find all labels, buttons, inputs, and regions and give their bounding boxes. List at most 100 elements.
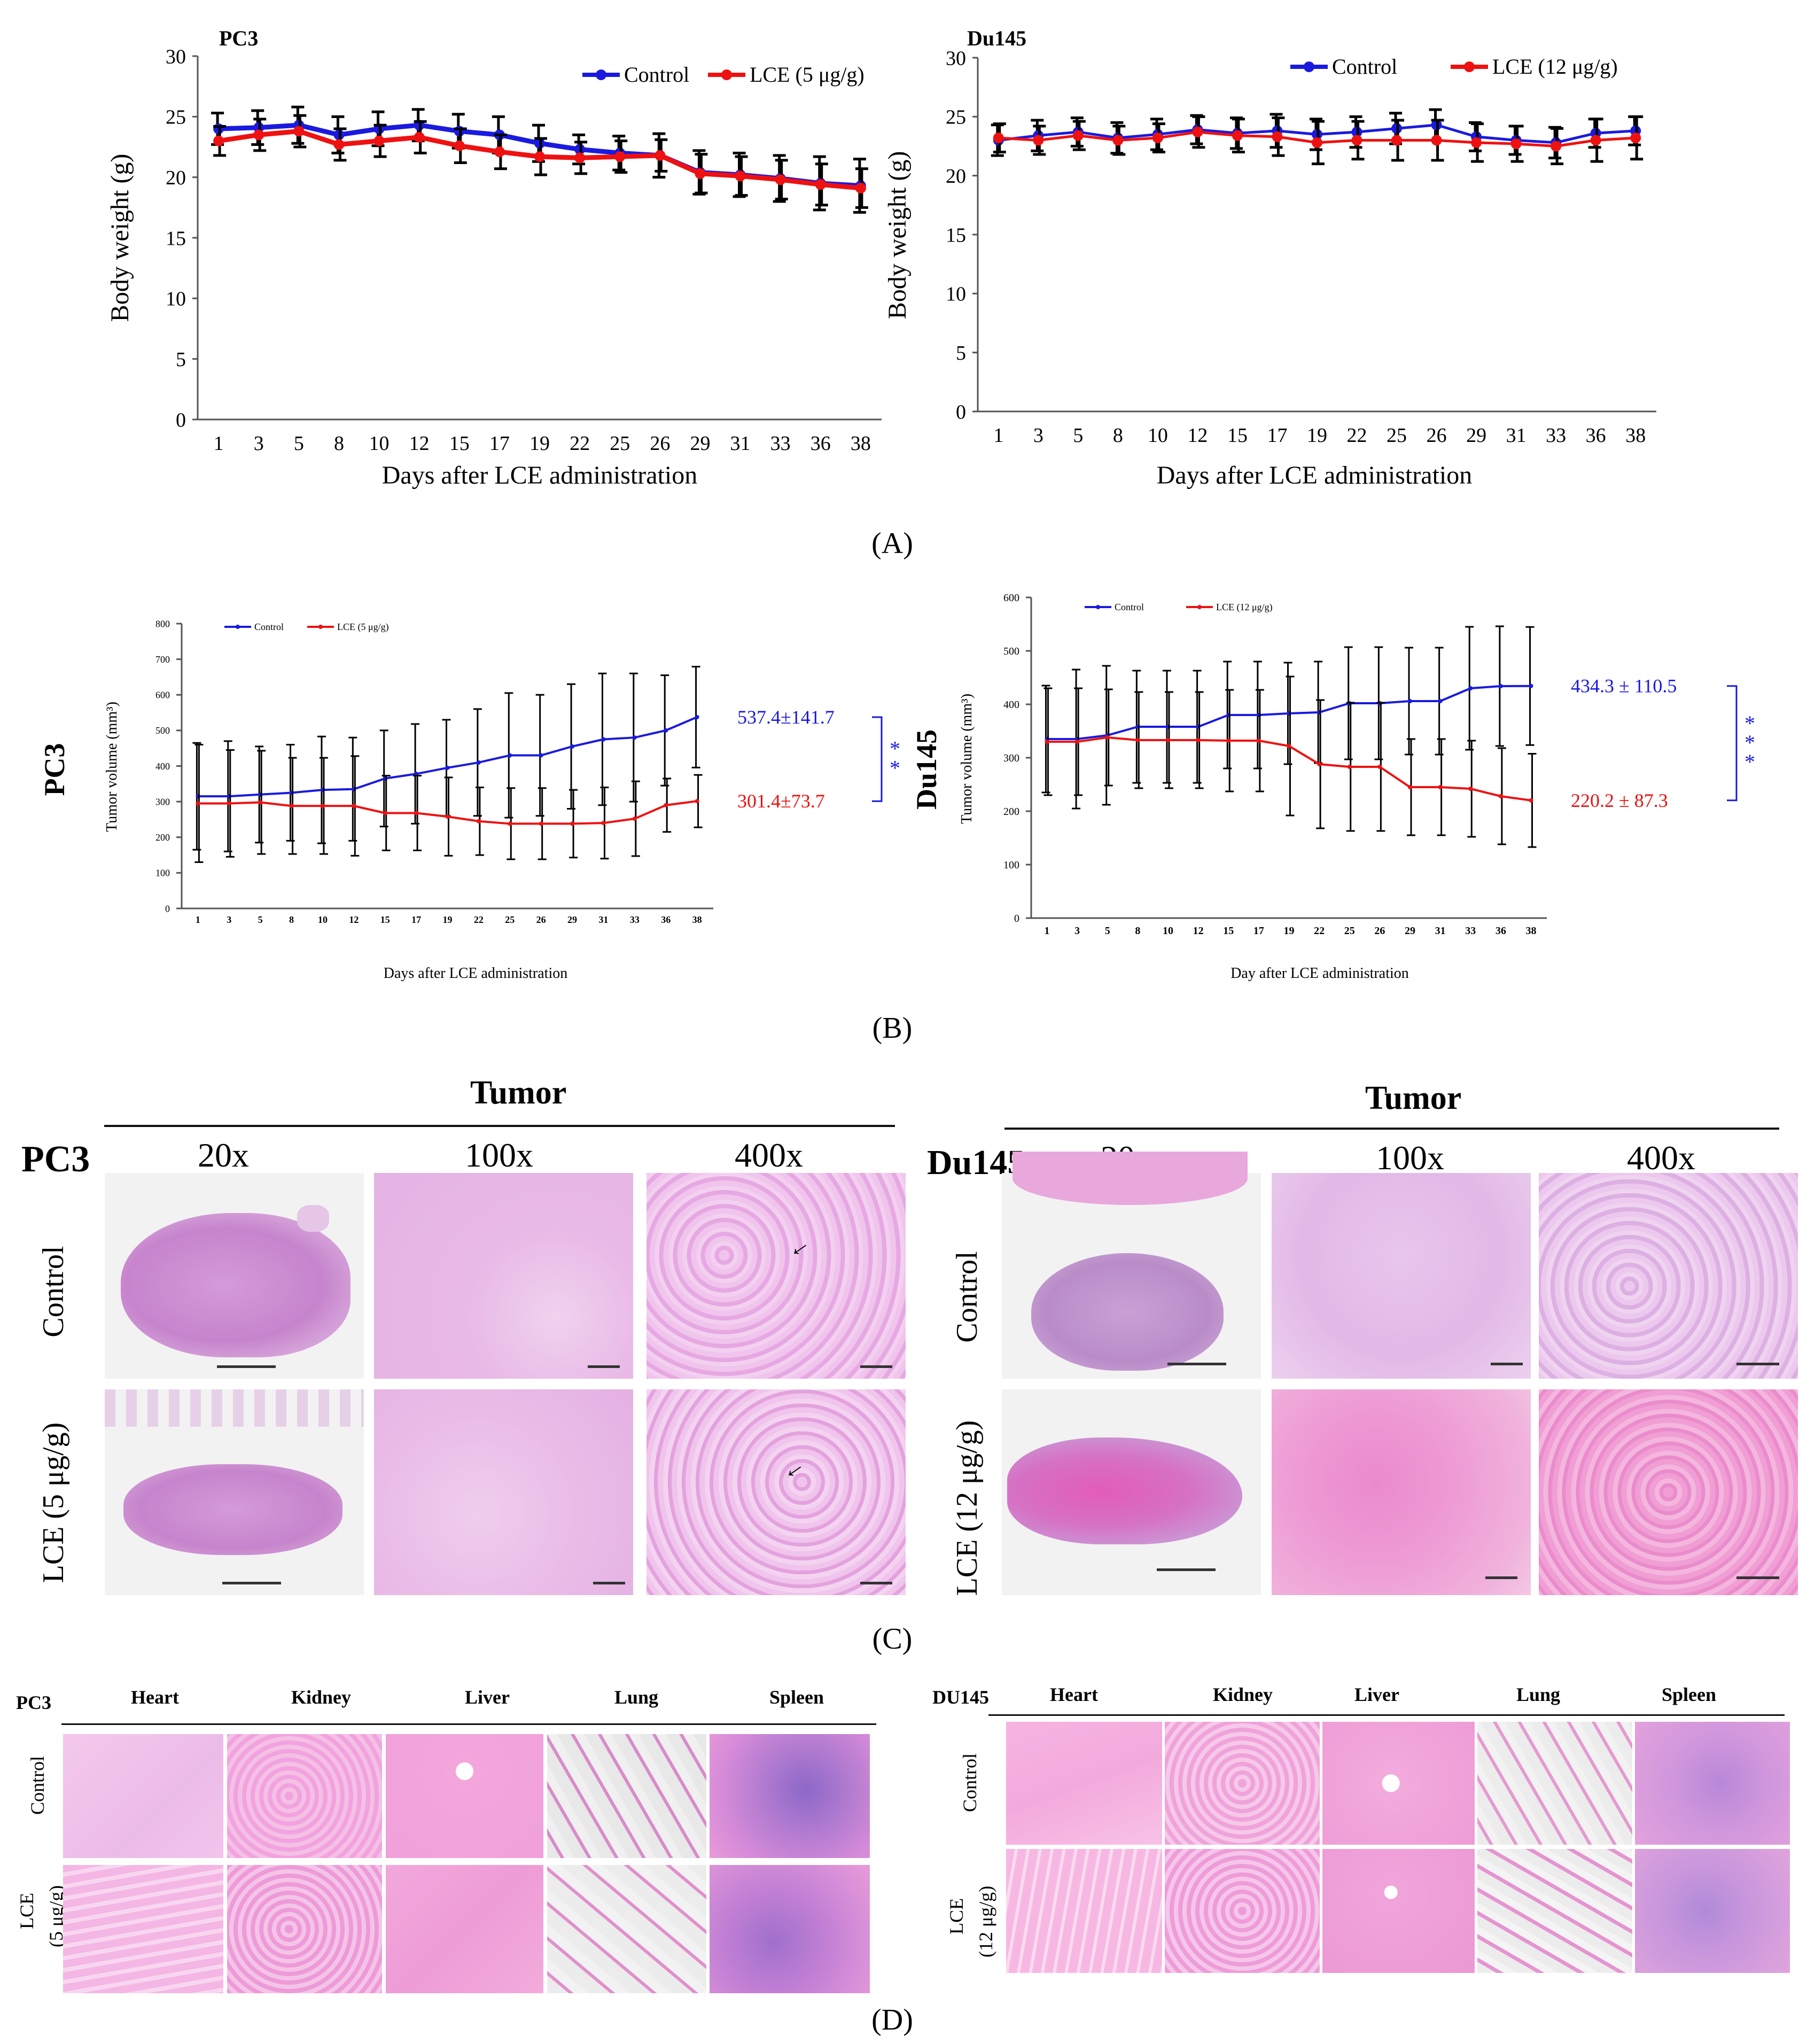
- arrow-icon: ←: [774, 1449, 811, 1486]
- b-du145-series-control-point: [1438, 699, 1443, 703]
- a-du145-legend-label-1: LCE (12 μg/g): [1492, 55, 1618, 79]
- a-du145-series-lce-point: [1590, 135, 1601, 146]
- b-du145-significance-star: *: [1744, 750, 1755, 774]
- a-pc3-series-control-point: [855, 180, 866, 191]
- b-du145-series-control-point: [1408, 699, 1413, 703]
- b-du145-series-control-point: [1165, 725, 1170, 729]
- a-pc3-series-lce-point: [655, 150, 666, 161]
- pc3-control-400x-image: ←: [647, 1173, 906, 1379]
- b-pc3-series-control-point: [289, 790, 294, 795]
- a-du145-series-control-point: [1510, 135, 1522, 146]
- row-label-lce-dose-du145-d: (12 μg/g): [975, 1885, 996, 1958]
- a-du145-series-control-point: [1192, 124, 1203, 135]
- b-du145-annotation-control: 434.3 ± 110.5: [1571, 675, 1677, 697]
- b-du145-series-lce-point: [1196, 738, 1201, 742]
- pc3-lce-liver-image: [386, 1865, 543, 1993]
- a-du145-x-tick-label: 3: [1033, 424, 1043, 447]
- pc3-control-100x-image: [374, 1173, 633, 1379]
- b-pc3-x-tick-label: 1: [196, 914, 200, 925]
- pc3-lce-spleen-image: [710, 1865, 870, 1993]
- mag-100x-du145: 100x: [1376, 1139, 1444, 1177]
- b-du145-series-lce-point: [1347, 765, 1352, 769]
- b-pc3-x-tick-label: 5: [258, 914, 263, 925]
- a-pc3-series-lce-line: [218, 128, 861, 191]
- a-du145-y-tick-label: 10: [946, 283, 966, 306]
- b-pc3-series-lce-point: [320, 804, 325, 809]
- b-pc3-y-tick-label: 100: [155, 868, 170, 879]
- a-pc3-series-control-point: [454, 126, 465, 137]
- pc3-label-d: PC3: [16, 1692, 51, 1713]
- a-pc3-series-control-line: [218, 122, 861, 189]
- b-du145-series-control-point: [1045, 737, 1049, 741]
- a-pc3-x-tick-label: 5: [294, 432, 304, 455]
- b-pc3-series-control-point: [695, 714, 699, 719]
- b-pc3-series-control-point: [632, 735, 637, 740]
- a-pc3-x-tick-label: 17: [489, 432, 510, 455]
- a-pc3-y-tick-label: 25: [166, 106, 186, 129]
- a-pc3-x-tick-label: 10: [369, 432, 390, 455]
- a-du145-x-tick-label: 26: [1427, 424, 1447, 447]
- b-du145-series-control-point: [1226, 713, 1231, 717]
- a-du145-series-lce-point: [993, 133, 1004, 144]
- b-du145-y-tick-label: 600: [1003, 592, 1019, 604]
- a-pc3-series-control-point: [293, 120, 305, 131]
- b-pc3-series-control-point: [570, 744, 575, 749]
- a-du145-x-tick-label: 31: [1506, 424, 1526, 447]
- pc3-lce-400x-image: ←: [647, 1389, 906, 1595]
- row-label-lce-du145-d: LCE: [946, 1898, 967, 1934]
- a-du145-series-lce-point: [1431, 135, 1442, 146]
- scale-bar: [1491, 1363, 1523, 1365]
- a-pc3-legend-label-0: Control: [624, 63, 689, 87]
- a-du145-series-lce-point: [1312, 137, 1322, 148]
- b-pc3-x-axis-label: Days after LCE administration: [384, 965, 567, 982]
- b-du145-x-tick-label: 5: [1105, 925, 1110, 937]
- a-du145-y-tick-label: 30: [946, 47, 966, 69]
- du145-lce-lung-image: [1477, 1849, 1632, 1973]
- a-pc3-series-control-point: [253, 122, 264, 133]
- a-du145-legend-marker-0: [1304, 61, 1314, 72]
- b-du145-series-lce-point: [1135, 738, 1140, 742]
- b-du145-title: Du145: [910, 729, 943, 810]
- b-du145-y-tick-label: 100: [1003, 859, 1019, 871]
- b-du145-series-lce-point: [1377, 765, 1382, 769]
- du145-control-liver-image: [1322, 1722, 1475, 1845]
- a-pc3-x-tick-label: 12: [409, 432, 430, 455]
- b-pc3-series-control-point: [320, 788, 325, 792]
- du145-label-d: DU145: [932, 1687, 989, 1708]
- scale-bar: [222, 1582, 281, 1584]
- b-du145-x-tick-label: 36: [1496, 925, 1506, 937]
- b-du145-series-control-point: [1347, 701, 1352, 705]
- a-du145-series-lce-point: [1351, 135, 1362, 146]
- pc3-lce-lung-image: [547, 1865, 706, 1993]
- a-du145-y-tick-label: 20: [946, 165, 966, 188]
- mag-20x-pc3: 20x: [198, 1136, 249, 1174]
- b-du145-y-tick-label: 500: [1003, 646, 1019, 657]
- organ-heart-pc3: Heart: [131, 1687, 179, 1708]
- b-pc3-series-control-line: [198, 716, 698, 798]
- a-du145-x-tick-label: 10: [1148, 424, 1168, 447]
- panel-c-label: (C): [872, 1622, 913, 1656]
- b-du145-x-tick-label: 1: [1044, 925, 1049, 937]
- b-du145-series-lce-point: [1498, 794, 1503, 798]
- b-pc3-y-tick-label: 500: [155, 725, 170, 736]
- organ-heart-du145: Heart: [1050, 1684, 1098, 1705]
- a-pc3-x-tick-label: 1: [214, 432, 224, 455]
- a-pc3-y-tick-label: 30: [166, 45, 186, 68]
- b-du145-series-lce-point: [1438, 785, 1443, 789]
- a-pc3-series-lce-point: [373, 135, 385, 146]
- b-pc3-y-tick-label: 700: [155, 654, 170, 665]
- b-pc3-series-control-point: [539, 753, 543, 758]
- a-du145-series-lce-point: [1072, 130, 1084, 141]
- b-pc3-series-control-point: [445, 765, 450, 770]
- scale-bar: [1736, 1363, 1779, 1365]
- b-du145-legend-label-0: Control: [1115, 602, 1144, 612]
- a-pc3-x-tick-label: 26: [650, 432, 670, 455]
- b-du145-y-tick-label: 200: [1003, 806, 1019, 818]
- a-du145-series-lce-point: [1510, 138, 1522, 150]
- b-du145-x-tick-label: 3: [1074, 925, 1080, 937]
- b-pc3-annotation-lce: 301.4±73.7: [737, 790, 825, 812]
- b-pc3-x-tick-label: 31: [598, 914, 608, 925]
- scale-bar: [1157, 1568, 1216, 1571]
- a-pc3-series-lce-point: [213, 135, 224, 146]
- b-du145-series-control-point: [1105, 733, 1110, 737]
